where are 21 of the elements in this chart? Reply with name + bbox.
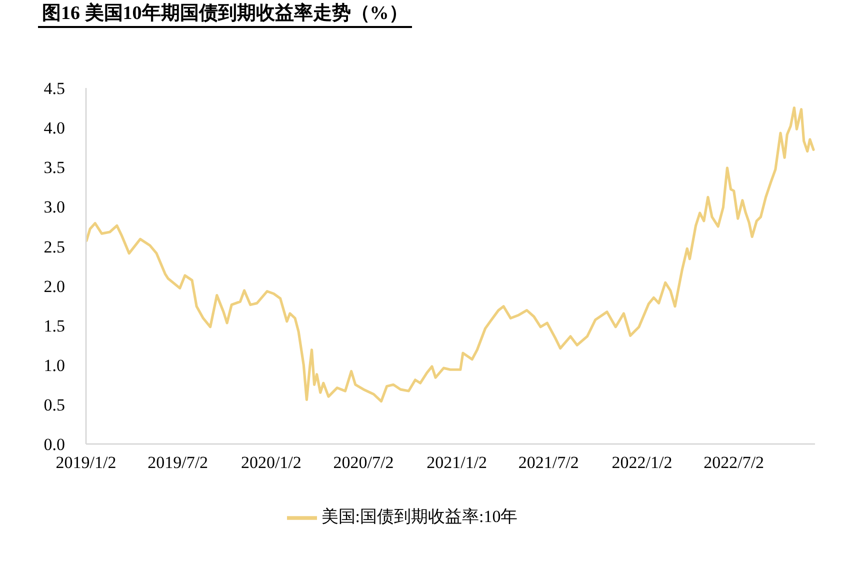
x-tick-label: 2021/7/2 [518,453,579,472]
line-series [86,106,815,403]
y-tick-label: 2.5 [44,237,65,256]
x-tick-label: 2019/1/2 [56,453,116,472]
x-tick-label: 2021/1/2 [426,453,488,472]
y-tick-label: 2.0 [44,276,65,296]
y-tick-label: 4.5 [44,79,65,98]
y-tick-label: 3.0 [44,198,65,217]
y-tick-label: 0.0 [44,435,65,454]
x-tick-label: 2019/7/2 [148,453,208,472]
legend-label: 美国:国债到期收益率:10年 [321,506,518,526]
x-tick-label: 2022/7/2 [704,453,764,472]
y-tick-label: 3.5 [44,158,65,178]
y-tick-label: 0.5 [44,395,65,414]
y-tick-label: 1.5 [44,316,65,336]
y-tick-label: 4.0 [44,118,65,138]
x-tick-label: 2020/7/2 [333,453,394,472]
y-tick-label: 1.0 [44,356,65,375]
chart-title: 图16 美国10年期国债到期收益率走势（%） [42,3,408,24]
x-tick-label: 2022/1/2 [612,453,672,472]
x-tick-label: 2020/1/2 [240,453,302,472]
